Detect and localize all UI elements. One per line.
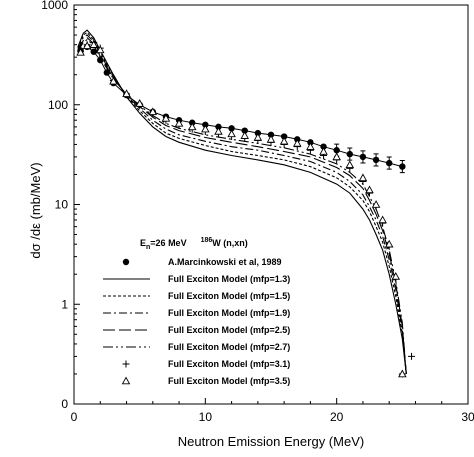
data-point [391, 272, 401, 280]
legend-energy-value: =26 MeV [150, 238, 186, 248]
data-point [228, 125, 235, 132]
series-6 [77, 38, 407, 375]
y-tick-label: 100 [48, 98, 68, 112]
data-point [201, 124, 210, 133]
data-point [109, 76, 118, 85]
y-tick-label: 1000 [41, 0, 68, 12]
series-5 [77, 36, 407, 375]
data-point [384, 239, 394, 248]
data-point [333, 147, 340, 154]
data-point [122, 258, 130, 266]
data-point [135, 99, 144, 107]
y-tick-label: 10 [55, 198, 69, 212]
legend-energy-subscript: n [146, 244, 150, 251]
data-point [346, 150, 353, 158]
data-point [320, 143, 327, 150]
data-point [372, 156, 380, 164]
data-point [253, 133, 263, 141]
data-point [89, 40, 98, 48]
legend-label: Full Exciton Model (mfp=1.3) [168, 274, 290, 284]
series-line [77, 31, 407, 375]
data-point [306, 142, 315, 150]
data-point [241, 127, 248, 134]
series-3 [77, 31, 407, 375]
series-line [80, 46, 403, 168]
legend-label: Full Exciton Model (mfp=3.1) [168, 359, 290, 369]
data-point [266, 134, 276, 143]
legend-label: Full Exciton Model (mfp=2.5) [168, 325, 290, 335]
data-point [148, 107, 158, 116]
data-point [293, 138, 302, 147]
x-tick-label: 30 [461, 410, 474, 424]
series-line [77, 36, 407, 375]
data-point [365, 185, 374, 194]
x-axis-label: Neutron Emission Energy (MeV) [178, 434, 364, 449]
series-8 [76, 40, 407, 378]
legend-mass-number: 186 [201, 237, 213, 244]
data-point [187, 122, 197, 131]
x-axis: 0 10 20 30 [71, 398, 474, 424]
x-tick-label: 10 [199, 410, 213, 424]
data-point [408, 352, 416, 360]
data-point [279, 136, 289, 145]
legend-energy-symbol: E [140, 238, 146, 248]
x-tick-label: 0 [71, 410, 78, 424]
data-point [96, 45, 105, 54]
data-point [378, 215, 387, 224]
y-axis-label: dσ /dε (mb/MeV) [28, 162, 43, 258]
plot-area [76, 29, 416, 378]
data-point [122, 360, 130, 368]
data-point [319, 147, 328, 155]
data-point [161, 113, 171, 122]
legend-reaction: W (n,xn) [212, 238, 248, 248]
y-tick-label: 1 [61, 297, 68, 311]
data-point [280, 133, 288, 140]
data-point [345, 160, 355, 169]
data-point [332, 152, 341, 161]
data-point [398, 369, 407, 378]
legend-label: A.Marcinkowski et al, 1989 [168, 257, 282, 267]
data-point [215, 123, 222, 131]
data-point [76, 47, 85, 56]
x-tick-label: 20 [330, 410, 344, 424]
data-point [267, 131, 275, 138]
data-point [359, 153, 367, 161]
legend-label: Full Exciton Model (mfp=1.9) [168, 308, 290, 318]
data-point [371, 200, 381, 208]
series-line [77, 38, 407, 375]
legend-label: Full Exciton Model (mfp=3.5) [168, 376, 290, 386]
series-line [77, 29, 407, 375]
data-point [358, 173, 368, 182]
data-point [399, 163, 406, 170]
series-1 [77, 43, 406, 174]
data-point [240, 131, 249, 139]
legend-label: Full Exciton Model (mfp=2.7) [168, 342, 290, 352]
legend: En=26 MeV 186W (n,xn) A.Marcinkowski et a… [103, 237, 290, 386]
series-2 [77, 29, 407, 375]
data-point [386, 159, 393, 167]
y-axis: 0 1 10 100 1000 [41, 0, 80, 411]
data-point [227, 129, 236, 138]
data-point [90, 48, 97, 55]
data-point [174, 118, 184, 127]
legend-header: En=26 MeV 186W (n,xn) [140, 237, 248, 251]
y-tick-label: 0 [61, 397, 68, 411]
data-point [214, 127, 223, 135]
series-4 [77, 34, 407, 375]
data-point [82, 41, 92, 50]
data-point [122, 89, 131, 97]
series-line [77, 34, 407, 375]
legend-label: Full Exciton Model (mfp=1.5) [168, 291, 290, 301]
data-point [121, 376, 131, 385]
